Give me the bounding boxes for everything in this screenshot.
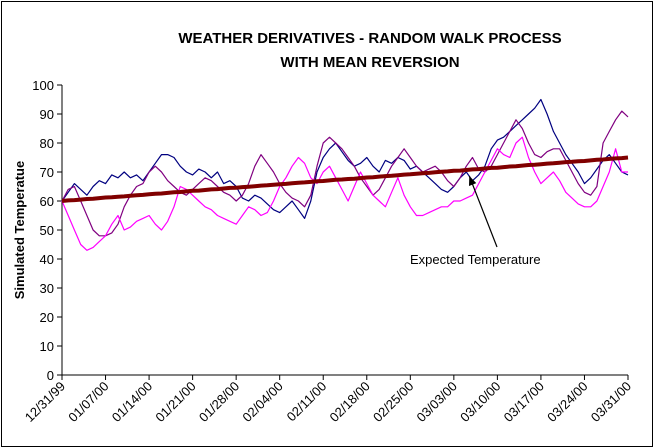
annotation: Expected Temperature	[410, 252, 541, 267]
y-tick-label: 10	[40, 339, 54, 354]
chart-title: WEATHER DERIVATIVES - RANDOM WALK PROCES…	[178, 30, 561, 47]
chart-title: WITH MEAN REVERSION	[280, 54, 459, 71]
y-axis-label: Simulated Temperatue	[12, 161, 27, 299]
y-tick-label: 90	[40, 107, 54, 122]
y-tick-label: 20	[40, 310, 54, 325]
y-tick-label: 100	[32, 78, 54, 93]
y-tick-label: 40	[40, 252, 54, 267]
y-tick-label: 0	[47, 368, 54, 383]
series-line	[61, 155, 629, 203]
series-line	[61, 110, 629, 237]
y-tick-label: 70	[40, 165, 54, 180]
y-tick-label: 30	[40, 281, 54, 296]
arrow-head	[469, 175, 477, 186]
y-tick-label: 50	[40, 223, 54, 238]
y-tick-label: 80	[40, 136, 54, 151]
y-tick-label: 60	[40, 194, 54, 209]
series-line	[61, 136, 628, 251]
series-line	[61, 98, 629, 219]
annotation-arrow	[468, 175, 498, 248]
